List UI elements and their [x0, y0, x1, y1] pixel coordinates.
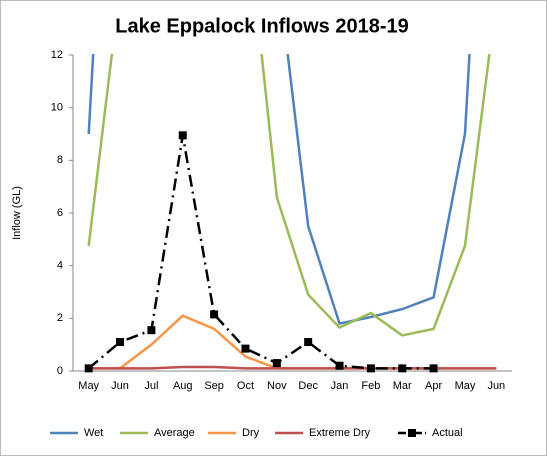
series-marker: [178, 131, 187, 140]
series-line: [87, 135, 434, 370]
series-marker: [366, 364, 375, 373]
series-line: [87, 54, 114, 247]
y-tick-label: 4: [57, 260, 63, 272]
series-line: [286, 54, 471, 326]
x-tick-label: Jan: [331, 380, 349, 392]
legend-label: Average: [154, 427, 195, 439]
x-tick-label: Apr: [425, 380, 442, 392]
x-tick-label: Dec: [298, 380, 318, 392]
y-tick-label: 2: [57, 312, 63, 324]
legend-label: Actual: [432, 427, 463, 439]
chart-title: Lake Eppalock Inflows 2018-19: [115, 15, 408, 37]
series-line: [260, 54, 491, 337]
series-marker: [398, 364, 407, 373]
x-tick-label: Oct: [237, 380, 254, 392]
x-tick-label: May: [78, 380, 99, 392]
y-tick-label: 8: [57, 154, 63, 166]
x-tick-label: Jun: [111, 380, 129, 392]
y-tick-label: 0: [57, 365, 63, 377]
series-marker: [272, 359, 281, 368]
x-tick-label: Feb: [361, 380, 380, 392]
series-marker: [147, 326, 156, 335]
legend-label: Wet: [84, 427, 103, 439]
legend-label: Dry: [242, 427, 260, 439]
y-tick-label: 6: [57, 207, 63, 219]
x-tick-label: Nov: [267, 380, 287, 392]
x-tick-label: Mar: [393, 380, 412, 392]
series-marker: [429, 364, 438, 373]
x-tick-label: Jun: [487, 380, 505, 392]
series-marker: [210, 310, 219, 319]
legend-label: Extreme Dry: [309, 427, 371, 439]
series-marker: [241, 344, 250, 353]
legend-marker: [408, 429, 416, 437]
y-axis-label: Inflow (GL): [11, 186, 23, 240]
plot-area: [84, 54, 497, 373]
x-tick-label: Aug: [173, 380, 193, 392]
x-tick-label: Jul: [144, 380, 158, 392]
y-tick-label: 10: [51, 102, 63, 114]
y-tick-label: 12: [51, 49, 63, 61]
series-marker: [335, 361, 344, 370]
x-tick-label: Sep: [204, 380, 224, 392]
x-tick-label: May: [455, 380, 476, 392]
series-marker: [304, 338, 313, 347]
series-marker: [116, 338, 125, 347]
series-marker: [84, 364, 93, 373]
